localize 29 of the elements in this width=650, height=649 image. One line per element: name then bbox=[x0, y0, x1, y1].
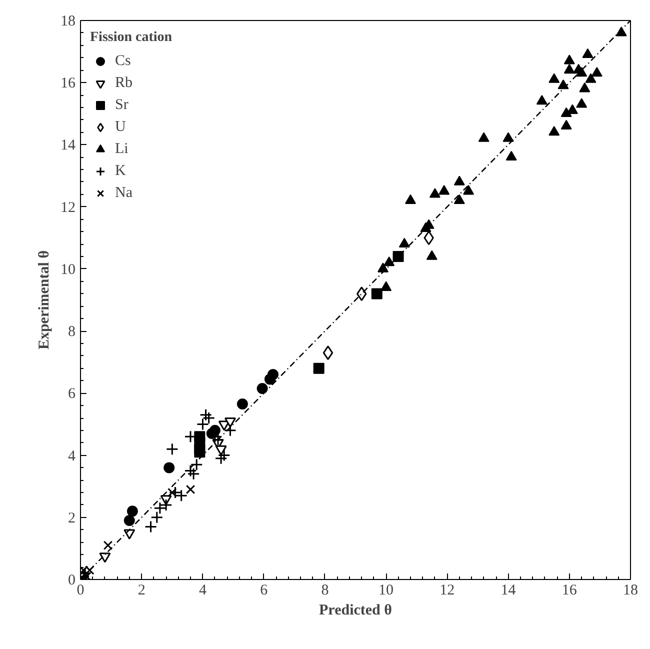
y-tick-label: 12 bbox=[60, 200, 76, 216]
legend-label: U bbox=[115, 118, 127, 136]
legend-label: Li bbox=[115, 140, 130, 158]
legend-label: Na bbox=[115, 184, 134, 202]
y-tick-label: 18 bbox=[60, 14, 76, 30]
y-tick-label: 4 bbox=[68, 448, 76, 464]
legend-label: Cs bbox=[115, 52, 132, 70]
y-tick-label: 2 bbox=[68, 510, 76, 526]
x-tick-label: 6 bbox=[260, 582, 268, 598]
y-tick-label: 0 bbox=[68, 572, 76, 588]
legend-label: K bbox=[115, 162, 127, 180]
x-tick-label: 14 bbox=[500, 582, 516, 598]
x-tick-label: 18 bbox=[623, 582, 638, 598]
legend-label: Rb bbox=[115, 74, 134, 92]
x-tick-label: 12 bbox=[440, 582, 455, 598]
y-tick-label: 14 bbox=[60, 138, 76, 154]
y-tick-label: 10 bbox=[60, 262, 76, 278]
x-tick-label: 10 bbox=[378, 582, 394, 598]
x-tick-label: 8 bbox=[321, 582, 329, 598]
y-tick-label: 6 bbox=[68, 386, 76, 402]
x-tick-label: 2 bbox=[138, 582, 146, 598]
y-tick-label: 8 bbox=[68, 324, 76, 340]
x-tick-label: 16 bbox=[562, 582, 578, 598]
legend-label: Sr bbox=[115, 96, 130, 114]
y-tick-label: 16 bbox=[60, 76, 76, 92]
legend-title: Fission cation bbox=[90, 30, 172, 46]
x-tick-label: 4 bbox=[198, 582, 207, 598]
y-axis-title: Experimental θ bbox=[36, 250, 52, 350]
x-axis-title: Predicted θ bbox=[319, 602, 392, 618]
